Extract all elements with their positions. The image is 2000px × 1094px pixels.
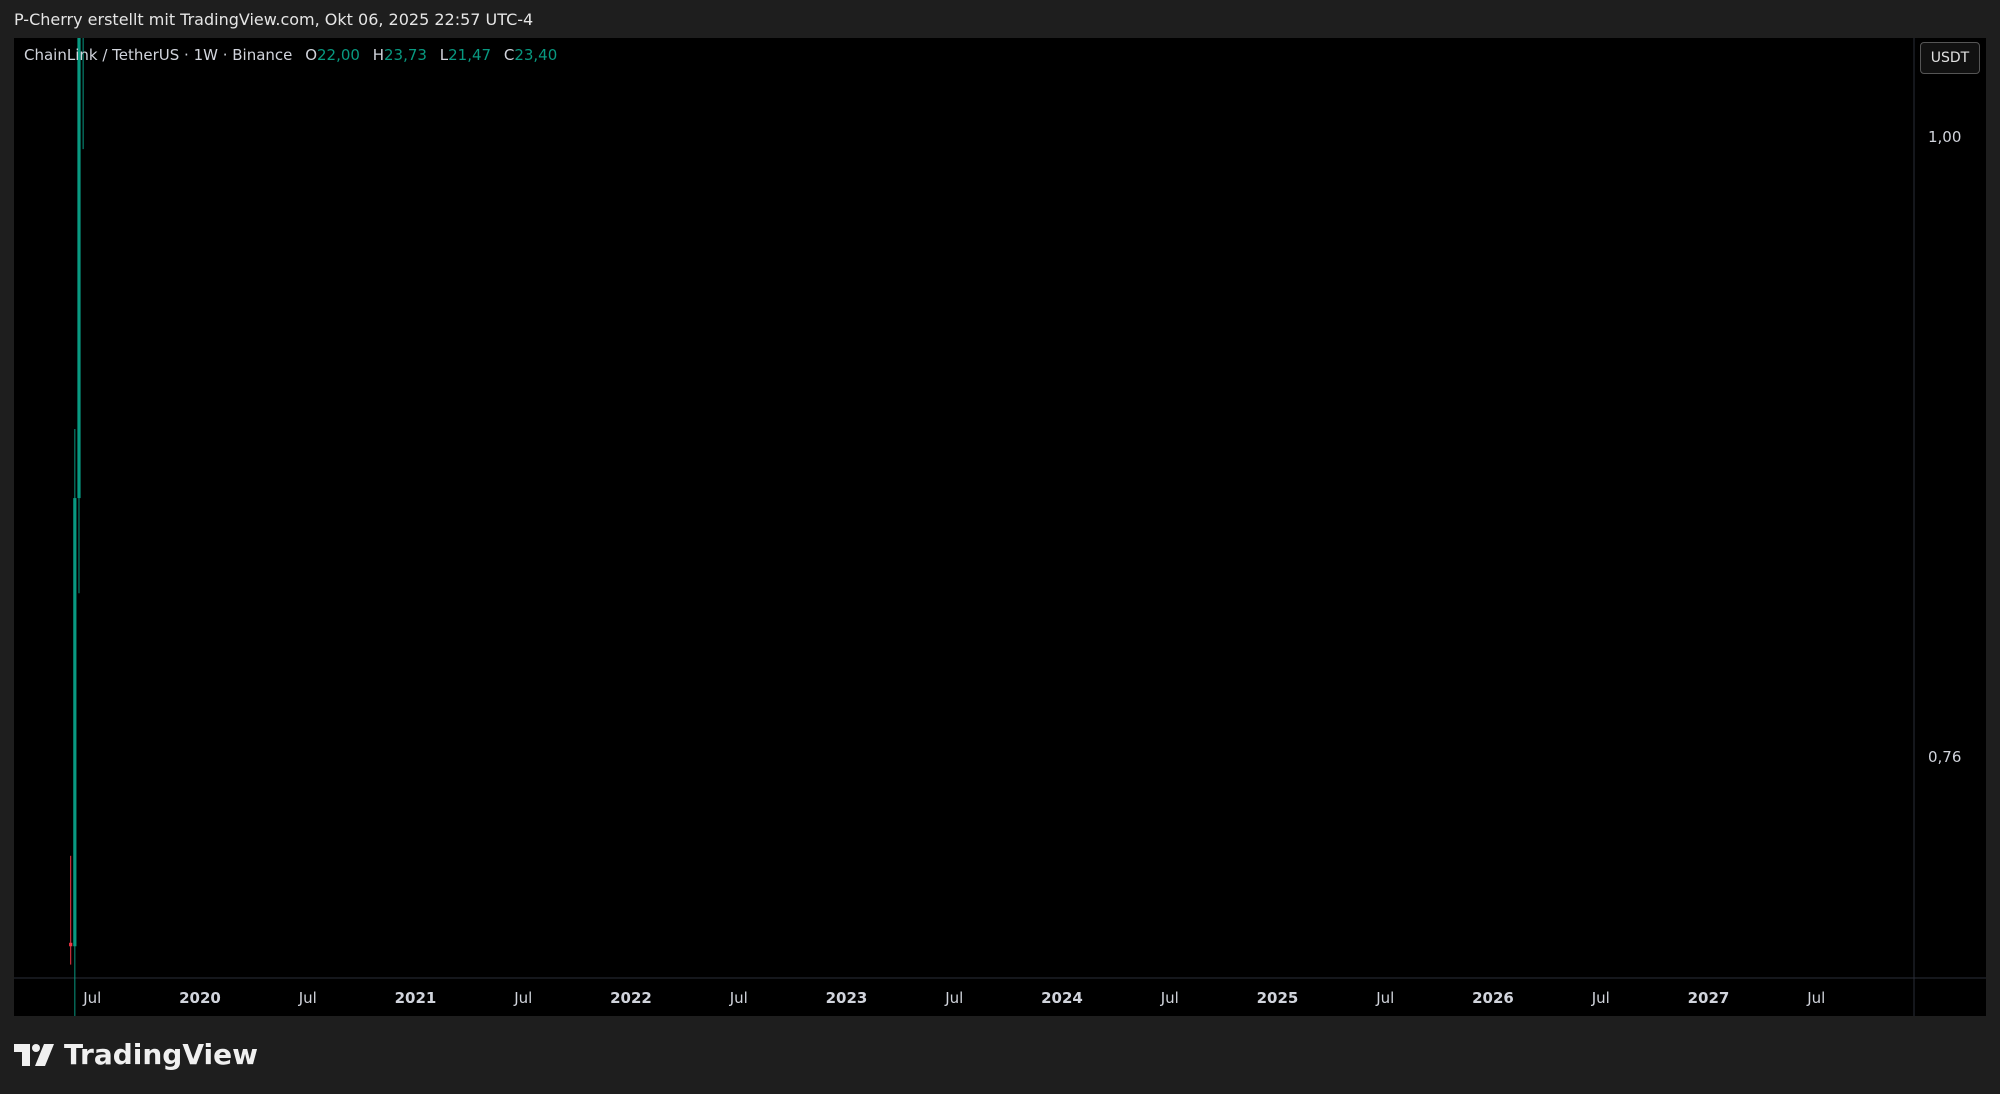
open-label: O	[305, 46, 317, 64]
currency-button[interactable]: USDT	[1920, 42, 1980, 74]
time-axis-tick: Jul	[82, 989, 101, 1007]
price-chart[interactable]: 1,00 0,76 Jul 2020 Jul 2021 Jul 2022 Jul 2023 Jul 2…	[14, 38, 1986, 1016]
brand-name: TradingView	[64, 1038, 258, 1071]
candle-body	[77, 38, 81, 499]
footer: TradingView	[0, 1016, 2000, 1094]
time-axis-tick: Jul	[1806, 989, 1825, 1007]
tradingview-logo-icon	[14, 1043, 54, 1066]
time-axis-tick: 2026	[1472, 989, 1514, 1007]
time-axis-tick: Jul	[1160, 989, 1179, 1007]
top-bar: P-Cherry erstellt mit TradingView.com, O…	[0, 0, 2000, 38]
symbol-name: ChainLink / TetherUS · 1W · Binance	[24, 46, 293, 64]
low-label: L	[439, 46, 449, 64]
chart-panel[interactable]: 1,00 0,76 Jul 2020 Jul 2021 Jul 2022 Jul 2023 Jul 2…	[14, 38, 1986, 1016]
high-value: 23,73	[384, 46, 427, 64]
time-axis-tick: 2020	[179, 989, 221, 1007]
time-axis-tick: 2027	[1688, 989, 1730, 1007]
time-axis-tick: 2025	[1257, 989, 1299, 1007]
time-axis-tick: Jul	[729, 989, 748, 1007]
candle-body	[69, 942, 73, 947]
time-axis-tick: Jul	[1591, 989, 1610, 1007]
time-axis-tick: Jul	[513, 989, 532, 1007]
time-axis-tick: 2021	[395, 989, 437, 1007]
close-label: C	[503, 46, 515, 64]
time-axis-tick: 2024	[1041, 989, 1083, 1007]
price-axis-tick: 0,76	[1928, 748, 1961, 766]
time-axis-tick: 2023	[826, 989, 868, 1007]
tradingview-logo[interactable]: TradingView	[14, 1038, 258, 1071]
candle-body	[73, 498, 77, 947]
low-value: 21,47	[448, 46, 492, 64]
time-axis-tick: Jul	[1375, 989, 1394, 1007]
high-label: H	[372, 46, 385, 64]
price-axis-tick: 1,00	[1928, 128, 1961, 146]
plot-area	[14, 38, 1914, 978]
close-value: 23,40	[514, 46, 558, 64]
open-value: 22,00	[317, 46, 360, 64]
time-axis-tick: 2022	[610, 989, 652, 1007]
time-axis-tick: Jul	[944, 989, 963, 1007]
chart-title: P-Cherry erstellt mit TradingView.com, O…	[14, 10, 534, 29]
time-axis-tick: Jul	[298, 989, 317, 1007]
symbol-legend: ChainLink / TetherUS · 1W · Binance O22,…	[24, 46, 557, 64]
